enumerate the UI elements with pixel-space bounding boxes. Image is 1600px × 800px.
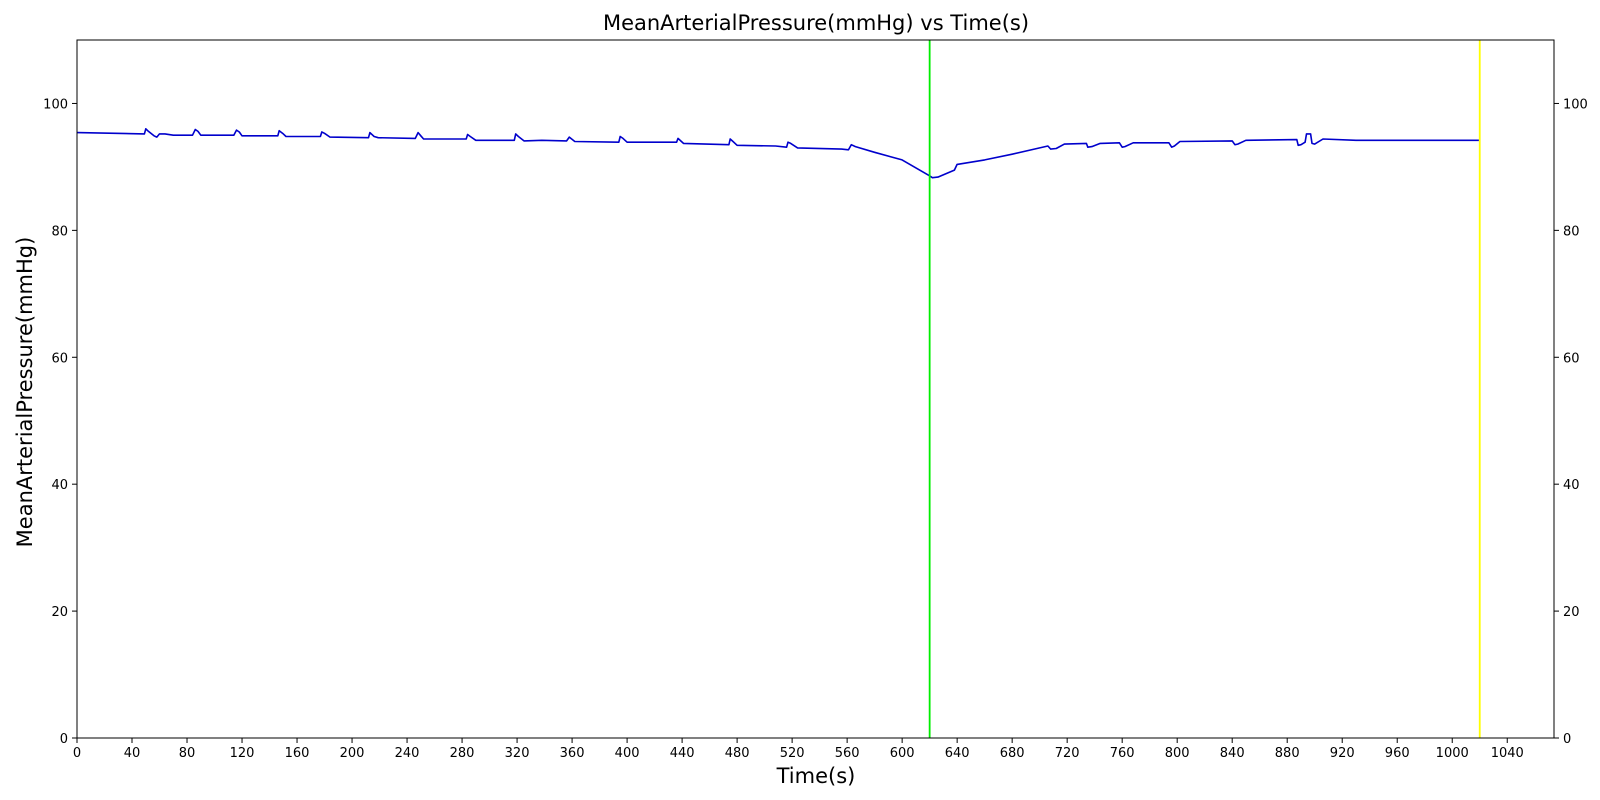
plot-area: 0 40 80 120 160 200 240 280 320 360 400 440 480 520 56… [43, 39, 1588, 761]
y-tick-label-left-60: 60 [51, 351, 68, 366]
x-tick-label-520: 520 [780, 746, 805, 761]
x-tick-label-920: 920 [1330, 746, 1355, 761]
y-tick-label-right-100: 100 [1563, 97, 1588, 112]
x-tick-label-600: 600 [890, 746, 915, 761]
y-tick-label-left-0: 0 [60, 732, 68, 747]
y-tick-label-left-40: 40 [51, 478, 68, 493]
x-tick-label-80: 80 [179, 746, 196, 761]
x-axis-label: Time(s) [776, 764, 856, 788]
x-tick-label-560: 560 [835, 746, 860, 761]
x-tick-label-880: 880 [1275, 746, 1300, 761]
x-tick-label-1040: 1040 [1491, 746, 1524, 761]
y-tick-label-right-0: 0 [1563, 732, 1571, 747]
x-tick-label-400: 400 [615, 746, 640, 761]
y-tick-label-right-20: 20 [1563, 605, 1580, 620]
x-tick-label-240: 240 [395, 746, 420, 761]
x-tick-label-200: 200 [340, 746, 365, 761]
y-tick-label-left-20: 20 [51, 605, 68, 620]
x-tick-label-480: 480 [725, 746, 750, 761]
x-tick-label-960: 960 [1385, 746, 1410, 761]
x-tick-label-160: 160 [285, 746, 310, 761]
y-tick-label-right-60: 60 [1563, 351, 1580, 366]
y-tick-label-left-80: 80 [51, 224, 68, 239]
x-tick-label-280: 280 [450, 746, 475, 761]
y-tick-label-right-40: 40 [1563, 478, 1580, 493]
series-line-0 [76, 128, 1480, 179]
y-axis-label: MeanArterialPressure(mmHg) [13, 237, 37, 548]
x-tick-label-0: 0 [73, 746, 81, 761]
y-tick-label-right-80: 80 [1563, 224, 1580, 239]
x-tick-label-40: 40 [124, 746, 141, 761]
x-tick-label-760: 760 [1110, 746, 1135, 761]
chart-title: MeanArterialPressure(mmHg) vs Time(s) [603, 11, 1029, 35]
plot-frame [76, 39, 1555, 739]
x-tick-label-440: 440 [670, 746, 695, 761]
x-tick-label-840: 840 [1220, 746, 1245, 761]
y-tick-label-left-100: 100 [43, 97, 68, 112]
x-tick-label-680: 680 [1000, 746, 1025, 761]
x-tick-label-800: 800 [1165, 746, 1190, 761]
x-tick-label-720: 720 [1055, 746, 1080, 761]
x-tick-label-1000: 1000 [1436, 746, 1469, 761]
x-tick-label-320: 320 [505, 746, 530, 761]
x-tick-label-120: 120 [230, 746, 255, 761]
x-tick-label-360: 360 [560, 746, 585, 761]
x-tick-label-640: 640 [945, 746, 970, 761]
